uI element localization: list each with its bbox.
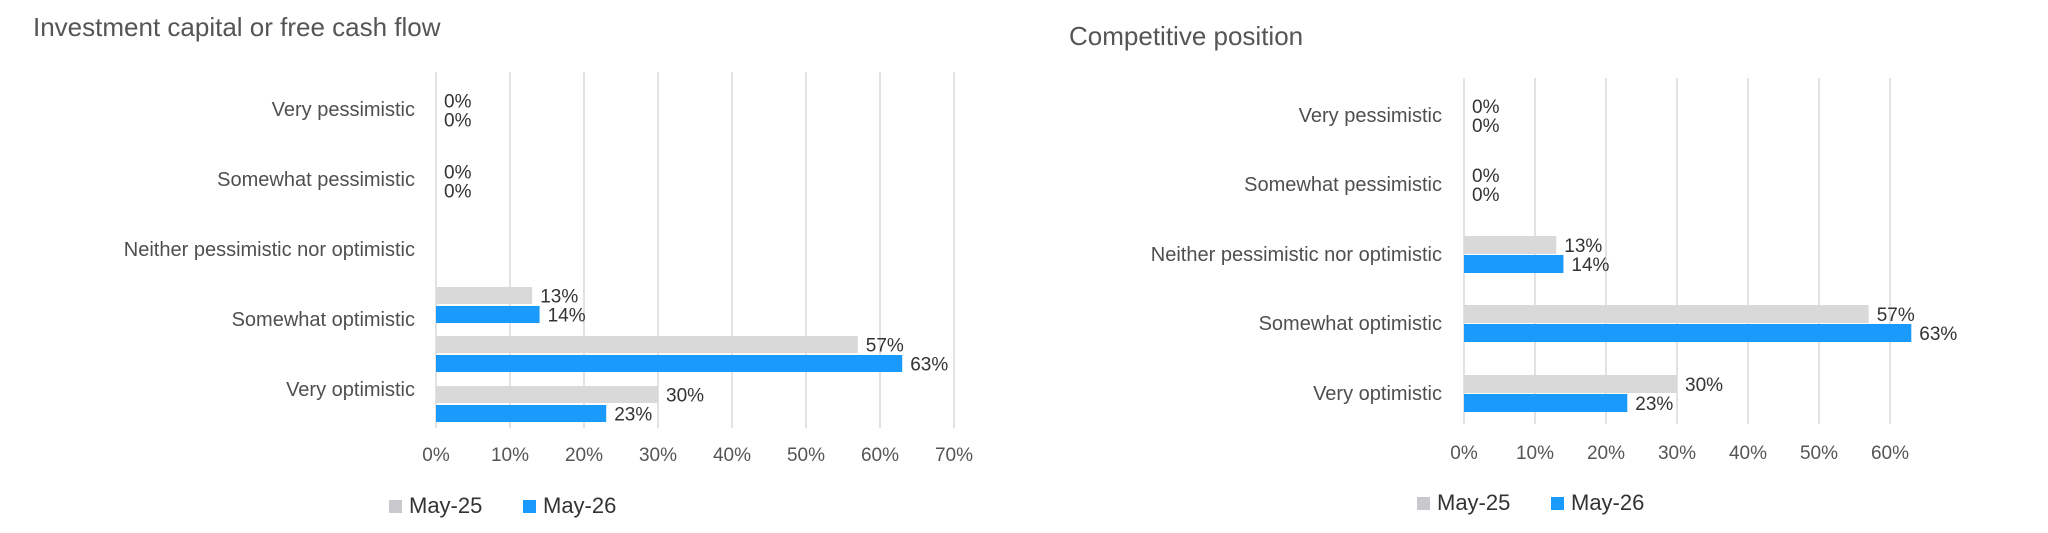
bar bbox=[1464, 305, 1869, 323]
bar bbox=[1464, 324, 1912, 342]
data-label: 30% bbox=[1685, 375, 1723, 396]
chart-1-category-label: Somewhat pessimistic bbox=[217, 169, 415, 191]
bar bbox=[436, 355, 903, 372]
chart-investment-capital: Investment capital or free cash flow 0%0… bbox=[33, 12, 973, 518]
data-label: 0% bbox=[444, 92, 472, 113]
data-label: 63% bbox=[1919, 324, 1957, 345]
data-label: 0% bbox=[444, 163, 472, 184]
chart-1-tick-label: 40% bbox=[713, 445, 751, 466]
chart-1-category-label: Somewhat optimistic bbox=[232, 309, 415, 331]
bar bbox=[436, 336, 858, 353]
chart-2-legend-label: May-25 bbox=[1437, 490, 1510, 515]
chart-2-legend: May-25 May-26 bbox=[1417, 490, 1644, 515]
bar bbox=[1464, 375, 1677, 393]
chart-2-tick-label: 10% bbox=[1516, 443, 1554, 464]
chart-1-tick-label: 50% bbox=[787, 445, 825, 466]
chart-2-category-label: Very optimistic bbox=[1313, 383, 1442, 405]
bar bbox=[436, 405, 607, 422]
data-label: 0% bbox=[1472, 166, 1500, 187]
chart-1-tick-labels: 0% 10% 20% 30% 40% 50% 60% 70% bbox=[422, 445, 973, 466]
data-label: 13% bbox=[540, 287, 578, 308]
chart-2-tick-label: 50% bbox=[1800, 443, 1838, 464]
data-label: 63% bbox=[910, 355, 948, 376]
bar bbox=[1464, 236, 1557, 254]
chart-competitive-position: Competitive position 0%0%0%0%13%14%57%63… bbox=[1069, 21, 1957, 515]
chart-2-tick-label: 30% bbox=[1658, 443, 1696, 464]
chart-2-category-label: Somewhat pessimistic bbox=[1244, 174, 1442, 196]
bar bbox=[436, 386, 658, 403]
bar bbox=[436, 306, 540, 323]
data-label: 14% bbox=[548, 306, 586, 327]
chart-2-tick-labels: 0% 10% 20% 30% 40% 50% 60% bbox=[1450, 443, 1909, 464]
data-label: 0% bbox=[444, 111, 472, 132]
chart-1-bars bbox=[436, 287, 903, 422]
chart-1-tick-label: 70% bbox=[935, 445, 973, 466]
chart-1-category-label: Very pessimistic bbox=[272, 99, 415, 121]
chart-2-tick-label: 60% bbox=[1871, 443, 1909, 464]
data-label: 0% bbox=[1472, 97, 1500, 118]
chart-2-tick-label: 20% bbox=[1587, 443, 1625, 464]
data-label: 0% bbox=[444, 182, 472, 203]
chart-1-legend-swatch-may25 bbox=[389, 500, 402, 513]
chart-1-category-labels: Very pessimistic Somewhat pessimistic Ne… bbox=[124, 99, 415, 401]
data-label: 57% bbox=[1877, 305, 1915, 326]
chart-1-tick-label: 10% bbox=[491, 445, 529, 466]
chart-1-gridlines bbox=[435, 72, 955, 428]
chart-1-legend-swatch-may26 bbox=[523, 500, 536, 513]
chart-2-data-labels: 0%0%0%0%13%14%57%63%30%23% bbox=[1472, 97, 1957, 415]
data-label: 23% bbox=[1635, 394, 1673, 415]
chart-2-category-labels: Very pessimistic Somewhat pessimistic Ne… bbox=[1151, 105, 1442, 405]
chart-2-legend-swatch-may25 bbox=[1417, 497, 1430, 510]
chart-2-category-label: Very pessimistic bbox=[1299, 105, 1442, 127]
chart-2-category-label: Somewhat optimistic bbox=[1259, 313, 1442, 335]
chart-1-legend: May-25 May-26 bbox=[389, 493, 616, 518]
chart-1-data-labels: 0%0%0%0%13%14%57%63%30%23% bbox=[444, 92, 948, 426]
chart-2-category-label: Neither pessimistic nor optimistic bbox=[1151, 244, 1442, 266]
chart-1-legend-label: May-26 bbox=[543, 493, 616, 518]
chart-1-title: Investment capital or free cash flow bbox=[33, 12, 441, 42]
chart-1-tick-label: 60% bbox=[861, 445, 899, 466]
chart-2-legend-label: May-26 bbox=[1571, 490, 1644, 515]
chart-2-tick-label: 40% bbox=[1729, 443, 1767, 464]
chart-2-bars bbox=[1464, 236, 1912, 412]
data-label: 57% bbox=[866, 336, 904, 357]
chart-2-tick-label: 0% bbox=[1450, 443, 1478, 464]
chart-1-tick-label: 0% bbox=[422, 445, 450, 466]
chart-2-gridlines bbox=[1463, 78, 1891, 424]
data-label: 30% bbox=[666, 386, 704, 407]
bar bbox=[436, 287, 533, 304]
bar bbox=[1464, 255, 1564, 273]
bar bbox=[1464, 394, 1628, 412]
data-label: 14% bbox=[1571, 255, 1609, 276]
chart-2-legend-swatch-may26 bbox=[1551, 497, 1564, 510]
chart-1-category-label: Very optimistic bbox=[286, 379, 415, 401]
data-label: 13% bbox=[1564, 236, 1602, 257]
chart-1-tick-label: 20% bbox=[565, 445, 603, 466]
chart-1-legend-label: May-25 bbox=[409, 493, 482, 518]
data-label: 0% bbox=[1472, 116, 1500, 137]
chart-2-title: Competitive position bbox=[1069, 21, 1303, 51]
chart-1-category-label: Neither pessimistic nor optimistic bbox=[124, 239, 415, 261]
data-label: 0% bbox=[1472, 185, 1500, 206]
chart-1-tick-label: 30% bbox=[639, 445, 677, 466]
data-label: 23% bbox=[614, 405, 652, 426]
